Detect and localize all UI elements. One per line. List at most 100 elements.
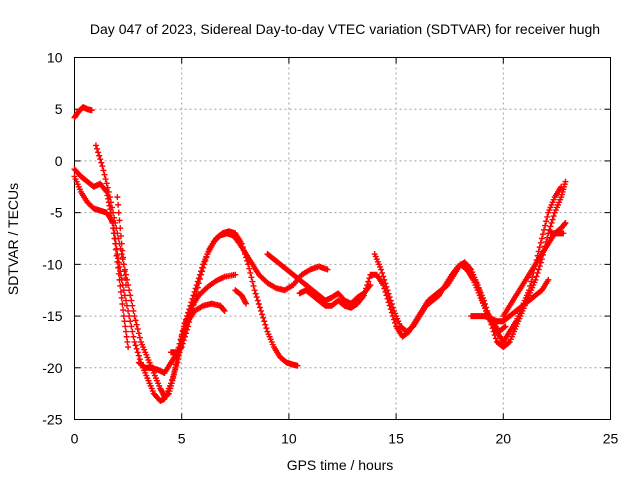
data-point [121, 292, 128, 299]
data-point [182, 330, 189, 337]
data-point [385, 290, 392, 297]
data-point [120, 313, 127, 320]
data-point [252, 290, 259, 297]
data-point [119, 247, 126, 254]
data-point [135, 330, 142, 337]
grid-lines [74, 57, 611, 420]
series-arc-5 [114, 194, 129, 289]
data-point [537, 239, 544, 246]
data-point [112, 246, 119, 253]
data-point [190, 301, 197, 308]
data-point [103, 180, 110, 187]
data-point [133, 345, 140, 352]
data-point [545, 276, 552, 283]
data-point [544, 234, 551, 241]
data-point [488, 321, 495, 328]
data-point [115, 209, 122, 216]
data-point [105, 188, 112, 195]
data-point [118, 251, 125, 258]
data-point [536, 244, 543, 251]
data-point [178, 332, 185, 339]
data-point [386, 294, 393, 301]
data-point [294, 362, 301, 369]
data-point [364, 282, 371, 289]
data-point [381, 276, 388, 283]
data-point [232, 271, 239, 278]
data-point [502, 323, 509, 330]
y-tick-label: 10 [47, 50, 63, 66]
data-point [177, 336, 184, 343]
data-point [539, 231, 546, 238]
data-point [489, 325, 496, 332]
data-point [184, 326, 191, 333]
data-point [126, 287, 133, 294]
data-point [117, 232, 124, 239]
data-point [120, 261, 127, 268]
data-point [110, 209, 117, 216]
data-point [200, 264, 207, 271]
data-point [98, 159, 105, 166]
data-point [185, 309, 192, 316]
data-point [528, 278, 535, 285]
data-point [255, 301, 262, 308]
data-point [263, 325, 270, 332]
data-point [247, 269, 254, 276]
data-point [179, 327, 186, 334]
x-tick-label: 0 [71, 431, 79, 447]
data-point [131, 313, 138, 320]
data-point [131, 338, 138, 345]
data-point [544, 213, 551, 220]
data-point [133, 321, 140, 328]
data-point [113, 252, 120, 259]
data-point [538, 235, 545, 242]
data-point [122, 323, 129, 330]
data-point [254, 297, 261, 304]
data-point [380, 273, 387, 280]
data-point [195, 275, 202, 282]
y-axis-label: SDTVAR / TECUs [5, 183, 21, 295]
data-point [115, 264, 122, 271]
data-point [384, 287, 391, 294]
series-arc-13 [468, 276, 552, 325]
data-point [561, 220, 568, 227]
series-arc-1 [71, 104, 95, 121]
data-point [171, 368, 178, 375]
data-point [246, 265, 253, 272]
axis-ticks [74, 57, 611, 420]
data-point [130, 333, 137, 340]
plot-frame [74, 57, 611, 420]
series-arc-7 [167, 230, 331, 356]
series-arc-15 [547, 230, 567, 237]
x-tick-labels: 0 5 10 15 20 25 [71, 431, 619, 447]
data-point [124, 302, 131, 309]
data-point [180, 337, 187, 344]
data-point [467, 265, 474, 272]
data-point [117, 282, 124, 289]
data-point [121, 318, 128, 325]
data-point [125, 307, 132, 314]
data-point [541, 226, 548, 233]
data-point [221, 307, 228, 314]
data-point [181, 319, 188, 326]
data-point [490, 328, 497, 335]
y-tick-label: -25 [42, 412, 62, 428]
data-point [193, 288, 200, 295]
data-point [118, 294, 125, 301]
data-point [262, 321, 269, 328]
data-point [88, 107, 95, 114]
data-point [122, 282, 129, 289]
data-point [115, 201, 122, 208]
y-tick-label: 5 [55, 101, 63, 117]
data-point [134, 326, 141, 332]
data-point [483, 304, 490, 311]
data-point [248, 274, 255, 281]
data-point [181, 333, 188, 340]
data-point [122, 297, 129, 304]
data-point [111, 214, 118, 221]
data-point [484, 307, 491, 314]
data-point [560, 230, 567, 237]
series-arc-4 [92, 142, 239, 400]
series-arc-14 [500, 219, 569, 320]
data-point [114, 258, 121, 265]
data-point [492, 335, 499, 342]
